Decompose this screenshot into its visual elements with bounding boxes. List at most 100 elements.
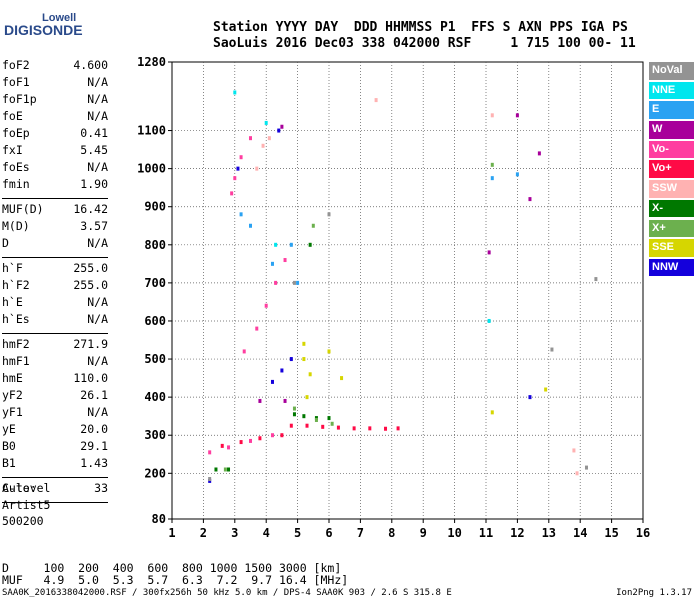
param-key: B1 — [2, 456, 16, 470]
x-tick-label: 4 — [263, 526, 270, 540]
legend-item-noval: NoVal — [649, 62, 694, 80]
param-separator — [2, 329, 108, 334]
logo-line2: DIGISONDE — [4, 22, 83, 38]
y-tick-label: 500 — [144, 352, 166, 366]
param-key: foF1p — [2, 92, 37, 106]
param-value: 271.9 — [73, 337, 108, 351]
data-point — [352, 426, 356, 431]
data-point — [330, 421, 334, 426]
legend-item-nne: NNE — [649, 81, 694, 100]
param-row: foF2 4.600 — [2, 58, 108, 75]
data-point — [255, 326, 259, 331]
data-point — [487, 318, 491, 323]
param-key: MUF(D) — [2, 202, 44, 216]
param-key: yF2 — [2, 388, 23, 402]
param-row: fxI 5.45 — [2, 143, 108, 160]
data-point — [550, 347, 554, 352]
version-label: Ion2Png 1.3.17 — [616, 588, 692, 598]
param-row: foEp 0.41 — [2, 126, 108, 143]
data-point — [311, 223, 315, 228]
x-tick-label: 2 — [200, 526, 207, 540]
param-row: yF2 26.1 — [2, 388, 108, 405]
x-tick-label: 3 — [231, 526, 238, 540]
data-point — [280, 124, 284, 129]
data-point — [258, 436, 262, 441]
y-tick-label: 1100 — [137, 124, 166, 138]
data-point — [302, 341, 306, 346]
param-value: N/A — [87, 160, 108, 174]
data-point — [292, 280, 296, 285]
data-point — [258, 398, 262, 403]
data-point — [374, 98, 378, 103]
file-info: SAA0K_2016338042000.RSF / 300fx256h 50 k… — [2, 588, 452, 598]
data-point — [314, 417, 318, 422]
data-point — [233, 90, 237, 95]
data-point — [384, 426, 388, 431]
y-tick-label: 200 — [144, 466, 166, 480]
data-point — [575, 471, 579, 476]
data-point — [368, 426, 372, 431]
param-key: foEs — [2, 160, 30, 174]
auto-label: Auto: — [2, 481, 37, 495]
data-point — [283, 398, 287, 403]
data-point — [537, 151, 541, 156]
data-point — [336, 425, 340, 430]
data-point — [584, 465, 588, 470]
param-value: 29.1 — [80, 439, 108, 453]
legend-item-x: X+ — [649, 219, 694, 237]
param-key: fxI — [2, 143, 23, 157]
data-point — [227, 467, 231, 472]
param-row: h`E N/A — [2, 295, 108, 312]
direction-legend: NoVal NNE E W Vo- Vo+ SSW X- X+ SSE NNW — [649, 62, 694, 279]
y-tick-label: 80 — [152, 512, 166, 526]
data-point — [305, 395, 309, 400]
param-key: D — [2, 236, 9, 250]
data-point — [277, 128, 281, 133]
muf-row: MUF 4.9 5.0 5.3 5.7 6.3 7.2 9.7 16.4 [MH… — [2, 573, 349, 587]
data-point — [267, 136, 271, 141]
data-point — [249, 136, 252, 141]
data-point — [274, 280, 278, 285]
param-row: MUF(D) 16.42 — [2, 202, 108, 219]
y-tick-label: 1000 — [137, 162, 166, 176]
param-separator — [2, 253, 108, 258]
param-value: 16.42 — [73, 202, 108, 216]
data-point — [515, 113, 519, 118]
param-value: 110.0 — [73, 371, 108, 385]
param-value: 0.41 — [80, 126, 108, 140]
param-key: foEp — [2, 126, 30, 140]
data-point — [594, 277, 598, 282]
y-tick-label: 600 — [144, 314, 166, 328]
data-point — [289, 242, 293, 247]
param-row: hmF2 271.9 — [2, 337, 108, 354]
param-key: foF2 — [2, 58, 30, 72]
data-point — [208, 477, 212, 482]
y-tick-label: 400 — [144, 390, 166, 404]
param-value: 26.1 — [80, 388, 108, 402]
data-point — [296, 280, 300, 285]
plot-frame — [171, 61, 644, 520]
param-value: N/A — [87, 312, 108, 326]
data-point — [528, 197, 532, 202]
data-point — [490, 162, 494, 167]
legend-item-w: W — [649, 121, 694, 139]
auto-code: 500200 — [2, 514, 44, 528]
x-tick-label: 13 — [542, 526, 556, 540]
data-point — [208, 450, 212, 455]
data-point — [327, 212, 331, 217]
data-point — [340, 376, 344, 381]
x-tick-label: 15 — [604, 526, 618, 540]
distance-row: D 100 200 400 600 800 1000 1500 3000 [km… — [2, 561, 342, 575]
param-row: hmE 110.0 — [2, 371, 108, 388]
data-point — [528, 395, 532, 400]
y-tick-label: 800 — [144, 238, 166, 252]
data-point — [274, 242, 278, 247]
x-tick-label: 12 — [510, 526, 524, 540]
legend-item-vo: Vo- — [649, 140, 694, 159]
data-point — [264, 303, 268, 308]
param-key: C-level — [2, 481, 51, 495]
param-key: h`F2 — [2, 278, 30, 292]
param-value: N/A — [87, 92, 108, 106]
param-value: N/A — [87, 405, 108, 419]
